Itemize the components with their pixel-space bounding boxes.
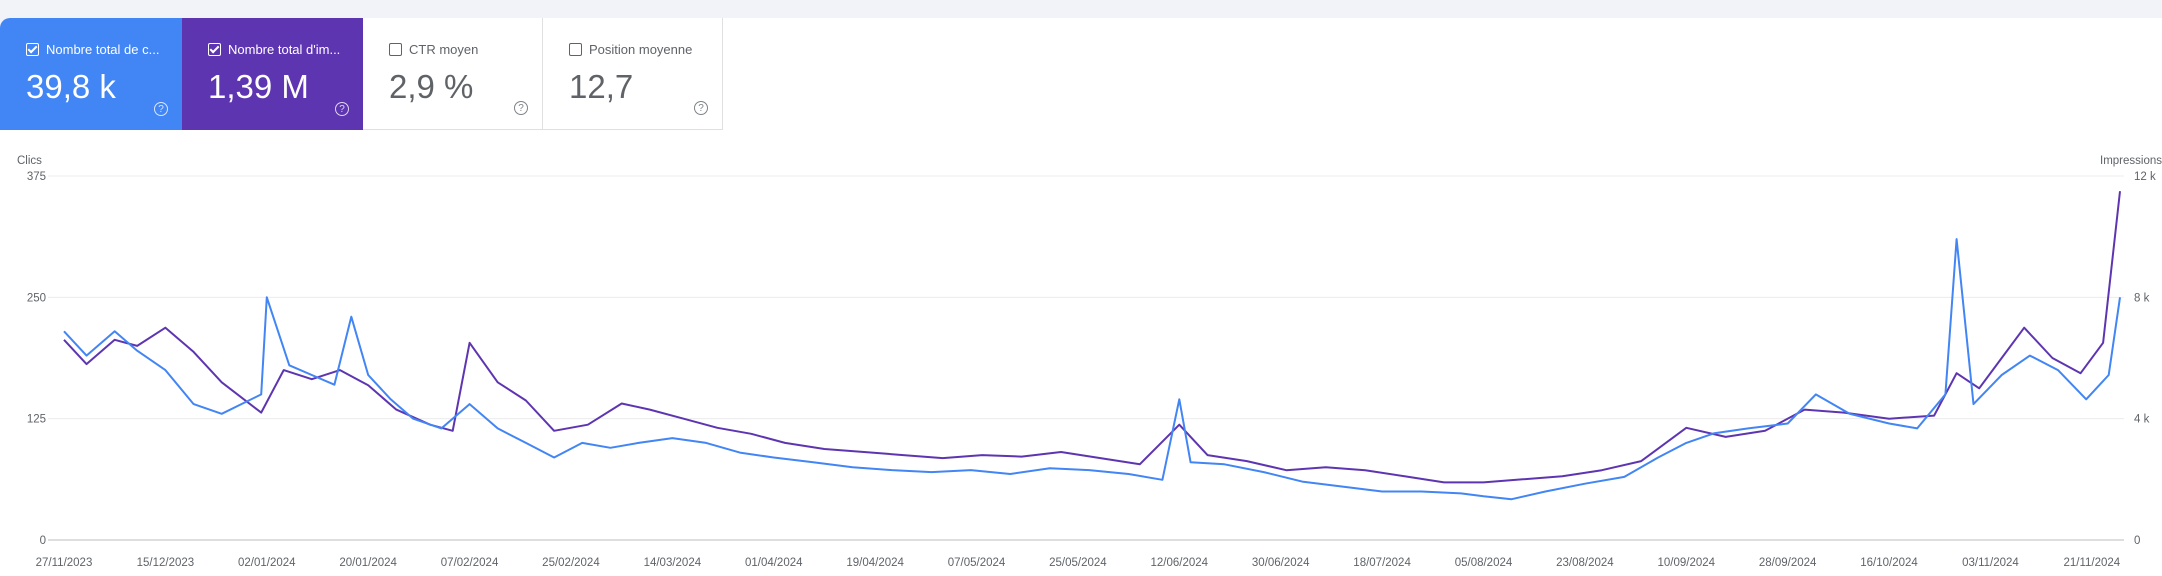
checkbox-unchecked-icon[interactable]: [569, 43, 582, 56]
help-icon[interactable]: ?: [514, 101, 528, 115]
x-tick-label: 21/11/2024: [2063, 557, 2120, 569]
checkbox-checked-icon[interactable]: [26, 43, 39, 56]
x-tick-label: 20/01/2024: [339, 557, 397, 569]
x-tick-label: 01/04/2024: [745, 557, 803, 569]
x-tick-label: 19/04/2024: [846, 557, 904, 569]
x-tick-label: 23/08/2024: [1556, 557, 1614, 569]
left-tick-label: 125: [27, 414, 46, 426]
metric-card-position[interactable]: Position moyenne 12,7 ?: [543, 18, 723, 130]
x-tick-label: 16/10/2024: [1860, 557, 1918, 569]
checkbox-unchecked-icon[interactable]: [389, 43, 402, 56]
x-tick-label: 10/09/2024: [1657, 557, 1715, 569]
x-tick-label: 03/11/2024: [1962, 557, 2019, 569]
x-tick-label: 28/09/2024: [1759, 557, 1817, 569]
impressions-series-line: [63, 191, 2121, 484]
right-axis-title: Impressions: [2100, 155, 2162, 167]
x-tick-label: 30/06/2024: [1252, 557, 1310, 569]
metric-label: CTR moyen: [409, 42, 479, 57]
metric-value: 2,9 %: [389, 68, 474, 105]
metric-value: 1,39 M: [208, 68, 309, 105]
metric-label: Nombre total de c...: [46, 42, 160, 57]
metric-value: 12,7: [569, 68, 634, 105]
x-tick-label: 18/07/2024: [1353, 557, 1411, 569]
x-tick-label: 05/08/2024: [1455, 557, 1513, 569]
x-tick-label: 12/06/2024: [1151, 557, 1209, 569]
left-axis-title: Clics: [17, 155, 42, 167]
right-tick-label: 0: [2134, 535, 2140, 547]
metric-card-clicks[interactable]: Nombre total de c... 39,8 k ?: [0, 18, 182, 130]
metric-label: Nombre total d'im...: [228, 42, 341, 57]
right-tick-label: 4 k: [2134, 414, 2150, 426]
metric-card-impressions[interactable]: Nombre total d'im... 1,39 M ?: [182, 18, 363, 130]
help-icon[interactable]: ?: [694, 101, 708, 115]
metric-card-ctr[interactable]: CTR moyen 2,9 % ?: [363, 18, 543, 130]
clicks-series-line: [63, 238, 2121, 501]
left-tick-label: 0: [40, 535, 46, 547]
x-tick-label: 27/11/2023: [36, 557, 93, 569]
left-tick-label: 375: [27, 171, 46, 183]
metric-label: Position moyenne: [589, 42, 693, 57]
x-tick-label: 25/05/2024: [1049, 557, 1107, 569]
help-icon[interactable]: ?: [335, 102, 349, 116]
x-tick-label: 07/02/2024: [441, 557, 499, 569]
x-tick-label: 14/03/2024: [644, 557, 702, 569]
metric-cards: Nombre total de c... 39,8 k ? Nombre tot…: [0, 18, 723, 130]
checkbox-checked-icon[interactable]: [208, 43, 221, 56]
x-tick-label: 25/02/2024: [542, 557, 600, 569]
x-tick-label: 02/01/2024: [238, 557, 296, 569]
left-tick-label: 250: [27, 292, 46, 304]
right-tick-label: 12 k: [2134, 171, 2156, 183]
x-tick-label: 07/05/2024: [948, 557, 1006, 569]
metric-value: 39,8 k: [26, 68, 116, 105]
help-icon[interactable]: ?: [154, 102, 168, 116]
right-tick-label: 8 k: [2134, 292, 2150, 304]
x-tick-label: 15/12/2023: [137, 557, 195, 569]
